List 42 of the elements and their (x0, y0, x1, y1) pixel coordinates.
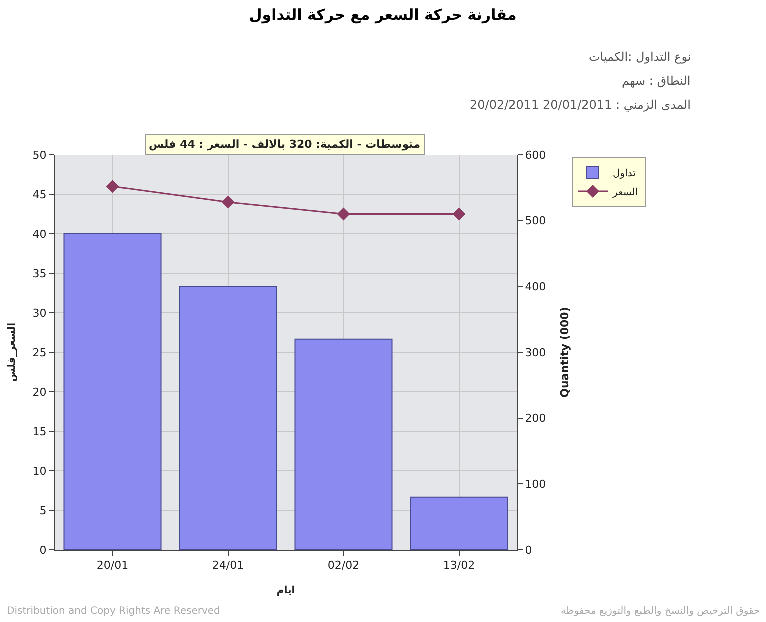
point (222, 196, 235, 209)
y-tick-label: 50 (32, 148, 47, 162)
y-tick-label: 10 (32, 464, 47, 478)
text: حقوق الترخيص والنسخ والطبع والتوزيع محفوظة (561, 606, 760, 617)
y-tick-label: 20 (32, 386, 47, 399)
x-tick-label: 02/02 (328, 559, 360, 572)
y-tick-label: 0 (40, 544, 47, 557)
legend-label: السعر (612, 187, 638, 198)
y2-axis-title: Quantity (000) (558, 307, 572, 398)
x-tick-label: 20/01 (96, 559, 129, 572)
y2-tick-label: 100 (525, 478, 546, 492)
x-tick-label: 13/02 (443, 559, 476, 572)
y2-tick-label: 0 (525, 544, 532, 557)
bar (294, 338, 393, 550)
y-tick-label: 15 (32, 425, 47, 438)
y2-tick-label: 400 (525, 280, 546, 294)
y2-tick-label: 300 (525, 346, 546, 360)
point (452, 208, 466, 221)
text: نوع التداول :الكميات (589, 50, 692, 64)
y2-tick-label: 600 (525, 148, 546, 162)
legend-label: تداول (613, 168, 636, 180)
y-axis-title: السعر_فلس (6, 323, 18, 382)
y-tick-label: 30 (32, 306, 47, 320)
text: النطاق : سهم (622, 74, 691, 88)
y-tick-label: 25 (32, 346, 47, 360)
bar (179, 286, 278, 550)
bar (410, 496, 508, 550)
y2-tick-label: 500 (525, 214, 546, 228)
y-tick-label: 40 (32, 228, 47, 241)
y-tick-label: 35 (32, 267, 47, 280)
text: المدى الزمني : 20/01/2011 20/02/2011 (470, 98, 691, 112)
y-tick-label: 45 (32, 188, 47, 202)
x-tick-label: 24/01 (212, 559, 244, 572)
y2-tick-label: 200 (525, 412, 546, 426)
text: Distribution and Copy Rights Are Reserved (7, 606, 220, 617)
text: متوسطات - الكمية: 320 بالالف - السعر : 44 فلس (149, 138, 421, 151)
point (106, 180, 120, 194)
x-axis-title: ايام (276, 586, 296, 597)
bar (64, 234, 162, 550)
point (337, 208, 350, 221)
y-tick-label: 5 (40, 504, 47, 518)
chart-title: مقارنة حركة السعر مع حركة التداول (249, 6, 517, 24)
